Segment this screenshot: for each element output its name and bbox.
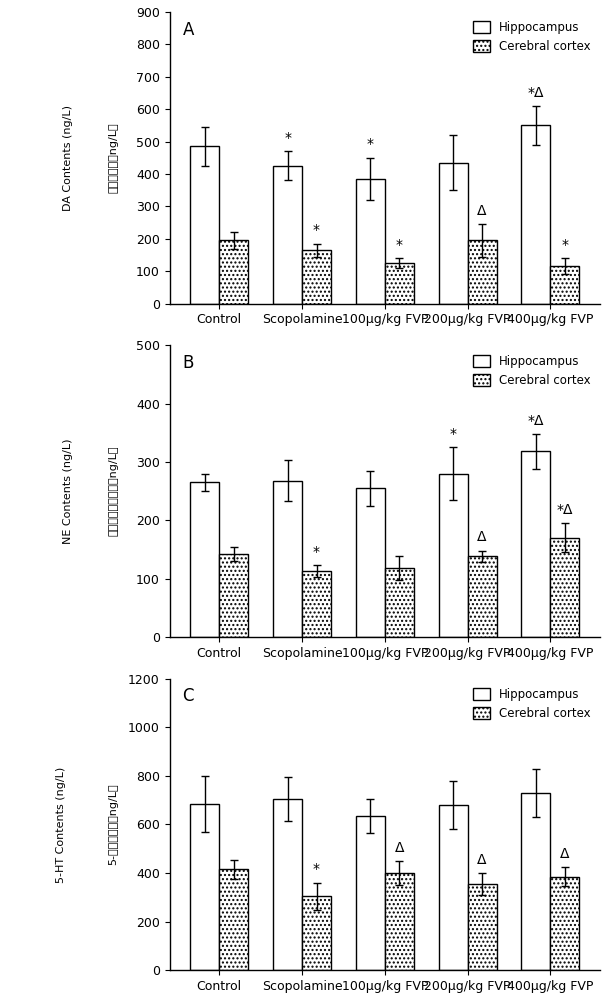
Text: *Δ: *Δ bbox=[527, 86, 544, 100]
Text: Δ: Δ bbox=[477, 853, 487, 867]
Bar bbox=[551, 877, 579, 970]
Bar bbox=[521, 793, 551, 970]
Bar bbox=[356, 816, 385, 970]
Bar bbox=[219, 240, 248, 304]
Text: *: * bbox=[313, 223, 320, 237]
Bar bbox=[273, 799, 302, 970]
Text: *Δ: *Δ bbox=[527, 414, 544, 428]
Bar bbox=[356, 488, 385, 637]
Y-axis label: DA Contents (ng/L): DA Contents (ng/L) bbox=[63, 105, 73, 211]
Y-axis label: NE Contents (ng/L): NE Contents (ng/L) bbox=[63, 438, 73, 544]
Legend: Hippocampus, Cerebral cortex: Hippocampus, Cerebral cortex bbox=[469, 18, 594, 57]
Bar bbox=[191, 482, 219, 637]
Y-axis label: 5-HT Contents (ng/L): 5-HT Contents (ng/L) bbox=[55, 766, 66, 883]
Bar bbox=[191, 804, 219, 970]
Text: B: B bbox=[183, 354, 194, 372]
Text: *: * bbox=[396, 238, 403, 252]
Bar bbox=[219, 554, 248, 637]
Legend: Hippocampus, Cerebral cortex: Hippocampus, Cerebral cortex bbox=[469, 685, 594, 724]
Text: Δ: Δ bbox=[477, 530, 487, 544]
Bar bbox=[521, 451, 551, 637]
Text: A: A bbox=[183, 21, 194, 39]
Bar bbox=[356, 179, 385, 304]
Text: *: * bbox=[367, 137, 374, 151]
Text: Δ: Δ bbox=[395, 841, 404, 855]
Bar bbox=[302, 896, 331, 970]
Text: 多巴胺含量（ng/L）: 多巴胺含量（ng/L） bbox=[109, 122, 118, 193]
Bar bbox=[273, 166, 302, 304]
Bar bbox=[467, 240, 497, 304]
Text: 5-羟色胺含量（ng/L）: 5-羟色胺含量（ng/L） bbox=[109, 784, 118, 865]
Bar bbox=[551, 266, 579, 304]
Text: C: C bbox=[183, 687, 194, 705]
Bar bbox=[439, 163, 467, 304]
Bar bbox=[439, 474, 467, 637]
Bar bbox=[273, 481, 302, 637]
Text: *: * bbox=[561, 238, 568, 252]
Bar bbox=[521, 125, 551, 304]
Text: 去甲肾上腪素含量（ng/L）: 去甲肾上腪素含量（ng/L） bbox=[109, 446, 118, 536]
Text: Δ: Δ bbox=[477, 204, 487, 218]
Legend: Hippocampus, Cerebral cortex: Hippocampus, Cerebral cortex bbox=[469, 351, 594, 390]
Bar bbox=[385, 568, 414, 637]
Bar bbox=[467, 884, 497, 970]
Bar bbox=[467, 556, 497, 637]
Bar bbox=[551, 538, 579, 637]
Text: Δ: Δ bbox=[560, 847, 569, 861]
Bar bbox=[302, 571, 331, 637]
Bar bbox=[219, 869, 248, 970]
Bar bbox=[385, 263, 414, 304]
Text: *: * bbox=[313, 545, 320, 559]
Text: *: * bbox=[313, 862, 320, 876]
Bar bbox=[439, 805, 467, 970]
Bar bbox=[302, 250, 331, 304]
Bar bbox=[191, 146, 219, 304]
Bar bbox=[385, 873, 414, 970]
Text: *: * bbox=[450, 427, 456, 441]
Text: *Δ: *Δ bbox=[557, 503, 573, 517]
Text: *: * bbox=[284, 131, 291, 145]
